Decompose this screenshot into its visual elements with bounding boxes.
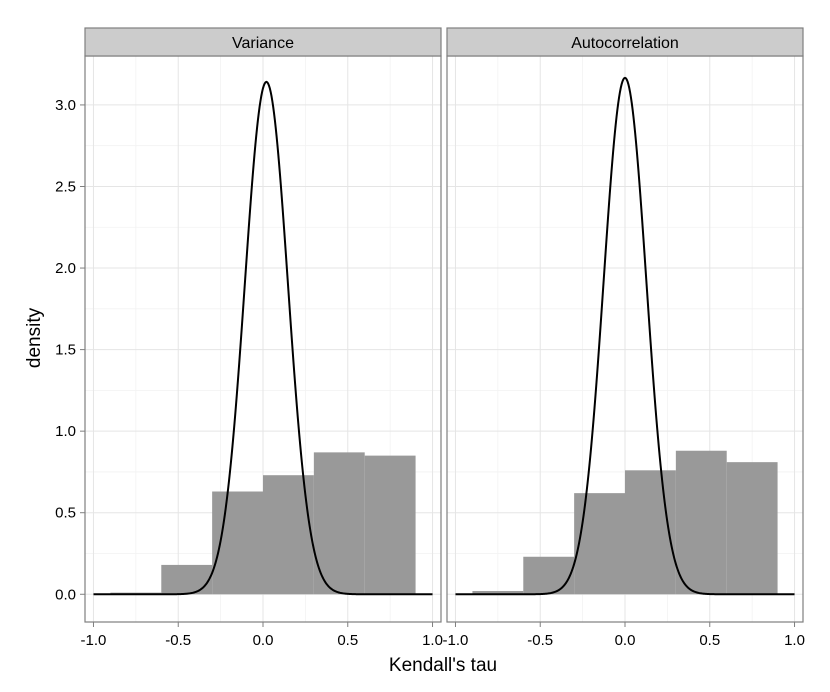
panel-2: Autocorrelation -1.0 -0.5 0.0 0.5 1.0: [443, 27, 805, 649]
histogram-bar: [625, 470, 676, 595]
y-tick-label: 1.0: [55, 423, 76, 440]
x-tick-label: 0.5: [699, 632, 720, 649]
x-tick-label: 0.0: [615, 632, 636, 649]
x-tick-label: 0.0: [253, 632, 274, 649]
histogram-bar: [161, 564, 213, 595]
histogram-bar: [523, 556, 575, 595]
density-curve: [93, 80, 433, 596]
x-tick-label: 1.0: [784, 632, 805, 649]
y-axis-title: density: [24, 307, 45, 368]
y-axis: 0.0 0.5 1.0 1.5 2.0 2.5 3.0: [55, 97, 85, 603]
y-tick-label: 2.5: [55, 178, 76, 195]
x-tick-label: -1.0: [81, 632, 107, 649]
facet-strip-label: Autocorrelation: [571, 35, 679, 52]
x-tick-label: -0.5: [165, 632, 191, 649]
histogram-bar: [472, 591, 524, 595]
facet-strip-label: Variance: [232, 35, 294, 52]
x-tick-label: 1.0: [422, 632, 443, 649]
x-tick-label: -1.0: [443, 632, 469, 649]
facet-strip: [446, 27, 804, 57]
histogram-bar: [313, 452, 365, 595]
x-tick-label: -0.5: [527, 632, 553, 649]
histogram-bar: [263, 475, 314, 595]
y-tick-label: 0.0: [55, 586, 76, 603]
density-curve: [455, 76, 795, 596]
histogram-bar: [726, 462, 778, 595]
y-tick-label: 1.5: [55, 342, 76, 359]
panels: Variance-1.0 -0.5 0.0 0.5 1.0Autocorrelation…: [81, 27, 805, 649]
panel-1: Variance -1.0 -0.5 0.0 0.5 1.0: [81, 27, 443, 649]
histogram-bar: [364, 455, 416, 595]
facet-strip: [84, 27, 442, 57]
y-tick-label: 3.0: [55, 97, 76, 114]
histogram-bar: [675, 450, 727, 595]
x-tick-label: 0.5: [337, 632, 358, 649]
x-axis-title: Kendall's tau: [389, 655, 497, 676]
y-tick-label: 2.0: [55, 260, 76, 277]
y-tick-label: 0.5: [55, 505, 76, 522]
histogram-bar: [574, 493, 625, 595]
